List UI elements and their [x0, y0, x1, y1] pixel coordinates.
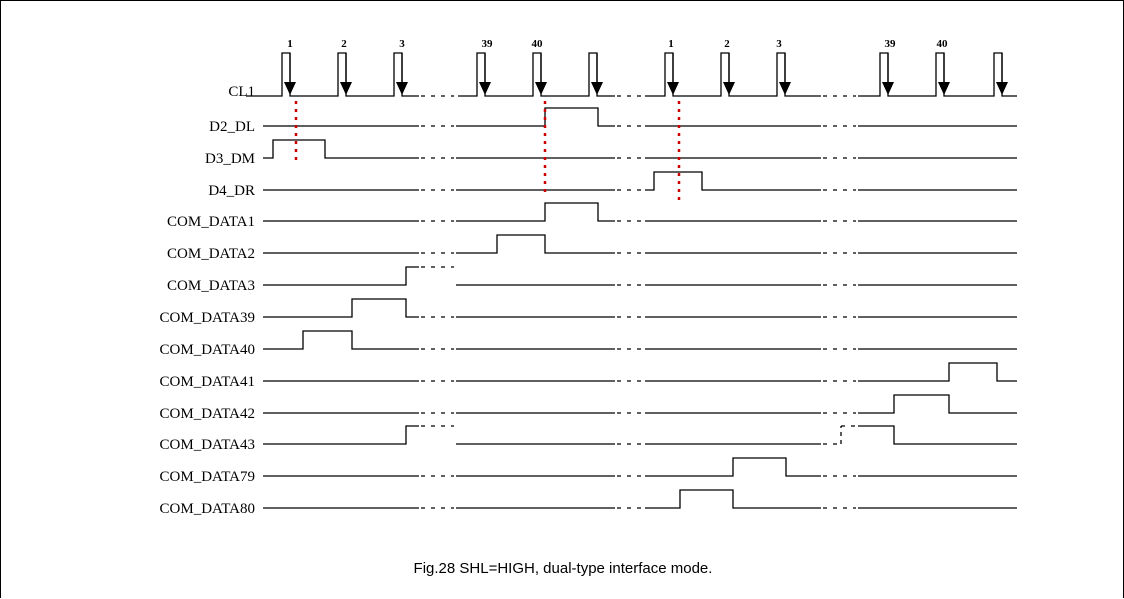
clock-pulse-number: 3: [776, 38, 782, 50]
clock-pulse-number: 1: [287, 38, 293, 50]
clock-edge-arrowhead: [396, 82, 408, 95]
signal-label-cl1: CL1: [228, 84, 255, 100]
signal-waveform-segment: [263, 425, 419, 445]
signal-label-com-data41: COM_DATA41: [160, 374, 255, 390]
signal-label-com-data79: COM_DATA79: [160, 469, 255, 485]
clock-edge-arrowhead: [479, 82, 491, 95]
figure-caption: Fig.28 SHL=HIGH, dual-type interface mod…: [413, 560, 713, 577]
clock-edge-arrowhead: [723, 82, 735, 95]
signal-label-com-data3: COM_DATA3: [167, 278, 255, 294]
clock-edge-arrowhead: [996, 82, 1008, 95]
signal-waveform-segment: [858, 362, 1017, 382]
signal-label-d4-dr: D4_DR: [208, 183, 255, 199]
clock-pulse-number: 2: [724, 38, 730, 50]
signal-label-com-data2: COM_DATA2: [167, 246, 255, 262]
signal-waveform-segment: [858, 425, 1017, 445]
clock-waveform-segment: [458, 52, 615, 97]
signal-label-com-data1: COM_DATA1: [167, 214, 255, 230]
signal-label-com-data42: COM_DATA42: [160, 406, 255, 422]
clock-pulse-number: 3: [399, 38, 405, 50]
signal-label-com-data43: COM_DATA43: [160, 437, 255, 453]
signal-waveform-segment: [456, 234, 615, 254]
clock-pulse-number: 39: [482, 38, 494, 50]
clock-edge-arrowhead: [340, 82, 352, 95]
clock-pulse-number: 2: [341, 38, 347, 50]
clock-edge-arrowhead: [284, 82, 296, 95]
signal-waveform-segment: [263, 139, 419, 159]
clock-edge-arrowhead: [591, 82, 603, 95]
clock-pulse-number: 40: [937, 38, 949, 50]
clock-pulse-number: 40: [532, 38, 544, 50]
clock-edge-arrowhead: [938, 82, 950, 95]
clock-pulse-number: 39: [885, 38, 897, 50]
clock-waveform-segment: [858, 52, 1017, 97]
signal-label-com-data80: COM_DATA80: [160, 501, 255, 517]
signal-waveform-segment: [645, 489, 821, 509]
clock-edge-arrowhead: [667, 82, 679, 95]
signal-waveform-segment: [263, 266, 419, 286]
signal-label-com-data39: COM_DATA39: [160, 310, 255, 326]
signal-label-d2-dl: D2_DL: [209, 119, 255, 135]
signal-label-d3-dm: D3_DM: [205, 151, 255, 167]
signal-waveform-segment: [645, 457, 821, 477]
signal-waveform-segment: [456, 202, 615, 222]
signal-waveform-segment: [645, 171, 821, 191]
clock-pulse-number: 1: [668, 38, 674, 50]
clock-waveform-segment: [246, 52, 419, 97]
clock-waveform-segment: [645, 52, 821, 97]
clock-edge-arrowhead: [779, 82, 791, 95]
signal-waveform-segment: [456, 107, 615, 127]
signal-label-com-data40: COM_DATA40: [160, 342, 255, 358]
signal-waveform-segment: [263, 330, 419, 350]
clock-edge-arrowhead: [882, 82, 894, 95]
clock-edge-arrowhead: [535, 82, 547, 95]
signal-waveform-segment: [263, 298, 419, 318]
signal-waveform-segment: [858, 394, 1017, 414]
